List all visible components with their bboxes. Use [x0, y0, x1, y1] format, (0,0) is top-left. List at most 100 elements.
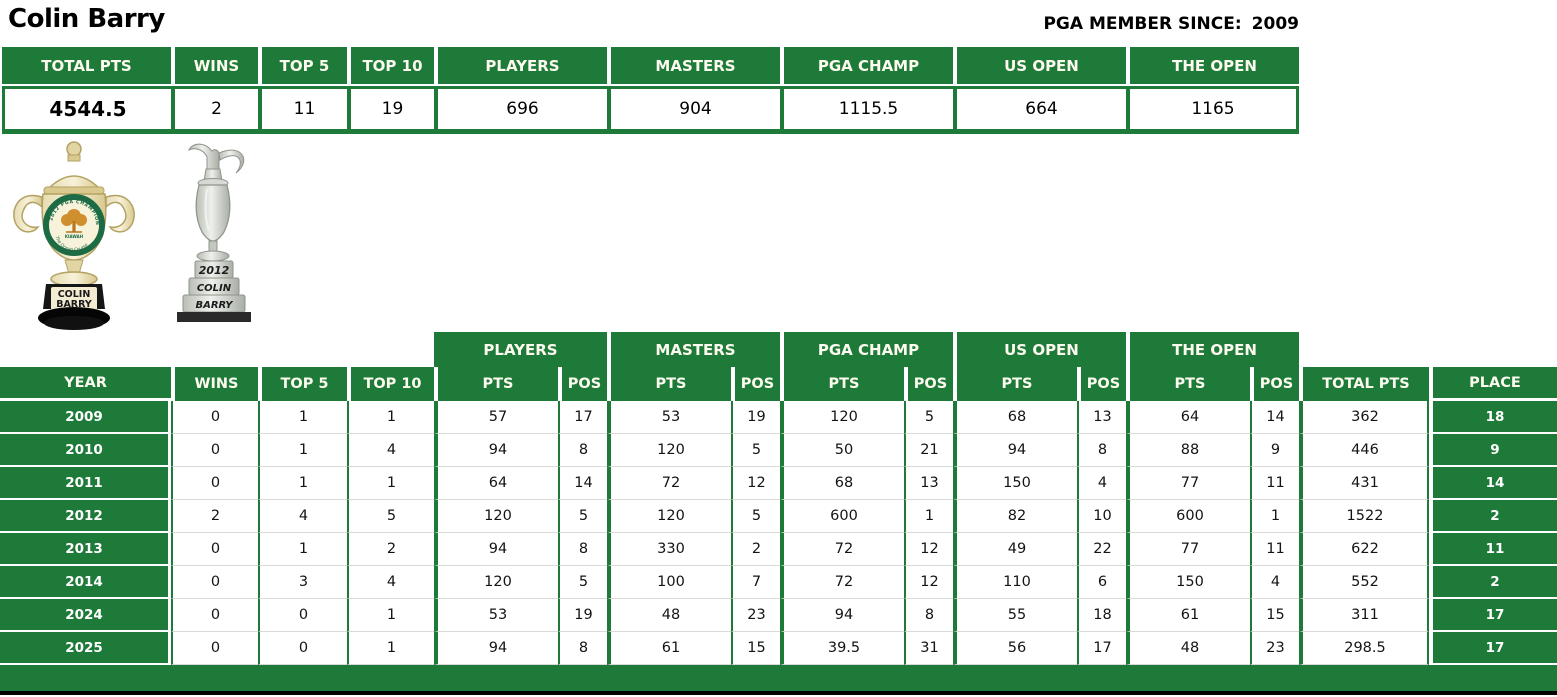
table-row: 2024 0 0 1 53 19 48 23 94 8 55 18 61 15 …	[0, 599, 1557, 632]
players-pos-cell: 5	[558, 500, 607, 533]
pga-pos-cell: 31	[904, 632, 953, 665]
open-pts-cell: 64	[1126, 401, 1250, 434]
year-cell: 2009	[0, 401, 171, 434]
group-header-us-open: US OPEN	[953, 332, 1126, 367]
top5-cell: 1	[258, 434, 347, 467]
history-rows: 2009 0 1 1 57 17 53 19 120 5 68 13 64 14…	[0, 401, 1557, 665]
players-pos-cell: 8	[558, 632, 607, 665]
summary-value-players: 696	[434, 89, 607, 129]
table-row: 2025 0 0 1 94 8 61 15 39.5 31 56 17 48 2…	[0, 632, 1557, 665]
col-header-masters-pts: PTS	[607, 367, 731, 401]
place-cell: 2	[1429, 500, 1557, 533]
place-cell: 11	[1429, 533, 1557, 566]
total-pts-cell: 311	[1299, 599, 1429, 632]
open-pos-cell: 15	[1250, 599, 1299, 632]
players-pts-cell: 94	[434, 533, 558, 566]
member-since-value: 2009	[1251, 14, 1299, 34]
masters-pos-cell: 2	[731, 533, 780, 566]
col-header-pga-pts: PTS	[780, 367, 904, 401]
pga-pts-cell: 120	[780, 401, 904, 434]
us-pts-cell: 150	[953, 467, 1077, 500]
year-cell: 2013	[0, 533, 171, 566]
summary-value-the-open: 1165	[1126, 89, 1296, 129]
col-header-pga-pos: POS	[904, 367, 953, 401]
group-header-the-open: THE OPEN	[1126, 332, 1299, 367]
table-row: 2010 0 1 4 94 8 120 5 50 21 94 8 88 9 44…	[0, 434, 1557, 467]
summary-header-top5: TOP 5	[258, 47, 347, 84]
players-pts-cell: 53	[434, 599, 558, 632]
col-header-year: YEAR	[0, 367, 171, 401]
place-cell: 2	[1429, 566, 1557, 599]
masters-pts-cell: 120	[607, 434, 731, 467]
trophy-plate-line2: BARRY	[56, 299, 92, 310]
masters-pts-cell: 330	[607, 533, 731, 566]
total-pts-cell: 1522	[1299, 500, 1429, 533]
open-pos-cell: 11	[1250, 467, 1299, 500]
top10-cell: 1	[347, 599, 434, 632]
pga-pts-cell: 68	[780, 467, 904, 500]
wins-cell: 0	[171, 434, 258, 467]
us-pos-cell: 8	[1077, 434, 1126, 467]
open-pts-cell: 600	[1126, 500, 1250, 533]
year-cell: 2011	[0, 467, 171, 500]
us-pts-cell: 56	[953, 632, 1077, 665]
players-pos-cell: 14	[558, 467, 607, 500]
group-header-spacer-right	[1299, 332, 1557, 367]
top10-cell: 4	[347, 566, 434, 599]
top5-cell: 4	[258, 500, 347, 533]
total-pts-cell: 362	[1299, 401, 1429, 434]
pga-pos-cell: 13	[904, 467, 953, 500]
summary-header-masters: MASTERS	[607, 47, 780, 84]
us-pos-cell: 4	[1077, 467, 1126, 500]
col-header-total-pts: TOTAL PTS	[1299, 367, 1429, 401]
top10-cell: 5	[347, 500, 434, 533]
table-row: 2012 2 4 5 120 5 120 5 600 1 82 10 600 1…	[0, 500, 1557, 533]
wins-cell: 0	[171, 599, 258, 632]
col-header-open-pos: POS	[1250, 367, 1299, 401]
wins-cell: 0	[171, 533, 258, 566]
pga-pos-cell: 8	[904, 599, 953, 632]
col-header-open-pts: PTS	[1126, 367, 1250, 401]
players-pts-cell: 64	[434, 467, 558, 500]
table-row: 2013 0 1 2 94 8 330 2 72 12 49 22 77 11 …	[0, 533, 1557, 566]
year-cell: 2014	[0, 566, 171, 599]
col-header-top10: TOP 10	[347, 367, 434, 401]
players-pos-cell: 19	[558, 599, 607, 632]
top5-cell: 1	[258, 533, 347, 566]
us-pos-cell: 17	[1077, 632, 1126, 665]
col-header-top5: TOP 5	[258, 367, 347, 401]
masters-pos-cell: 7	[731, 566, 780, 599]
wins-cell: 2	[171, 500, 258, 533]
col-header-masters-pos: POS	[731, 367, 780, 401]
group-header-pga-champ: PGA CHAMP	[780, 332, 953, 367]
col-header-place: PLACE	[1429, 367, 1557, 401]
top5-cell: 1	[258, 401, 347, 434]
col-header-players-pts: PTS	[434, 367, 558, 401]
total-pts-cell: 622	[1299, 533, 1429, 566]
top10-cell: 2	[347, 533, 434, 566]
top10-cell: 4	[347, 434, 434, 467]
summary-header-total-pts: TOTAL PTS	[2, 47, 171, 84]
open-pts-cell: 77	[1126, 533, 1250, 566]
summary-value-row: 4544.5 2 11 19 696 904 1115.5 664 1165	[2, 86, 1299, 134]
masters-pts-cell: 53	[607, 401, 731, 434]
open-pos-cell: 1	[1250, 500, 1299, 533]
masters-pts-cell: 61	[607, 632, 731, 665]
summary-header-us-open: US OPEN	[953, 47, 1126, 84]
summary-value-us-open: 664	[953, 89, 1126, 129]
summary-value-masters: 904	[607, 89, 780, 129]
open-pts-cell: 77	[1126, 467, 1250, 500]
open-pts-cell: 88	[1126, 434, 1250, 467]
pga-pos-cell: 21	[904, 434, 953, 467]
place-cell: 17	[1429, 632, 1557, 665]
masters-pos-cell: 5	[731, 434, 780, 467]
summary-header-players: PLAYERS	[434, 47, 607, 84]
us-pts-cell: 82	[953, 500, 1077, 533]
top5-cell: 1	[258, 467, 347, 500]
masters-pts-cell: 100	[607, 566, 731, 599]
wins-cell: 0	[171, 401, 258, 434]
table-row: 2011 0 1 1 64 14 72 12 68 13 150 4 77 11…	[0, 467, 1557, 500]
players-pos-cell: 17	[558, 401, 607, 434]
top5-cell: 0	[258, 599, 347, 632]
players-pts-cell: 120	[434, 500, 558, 533]
